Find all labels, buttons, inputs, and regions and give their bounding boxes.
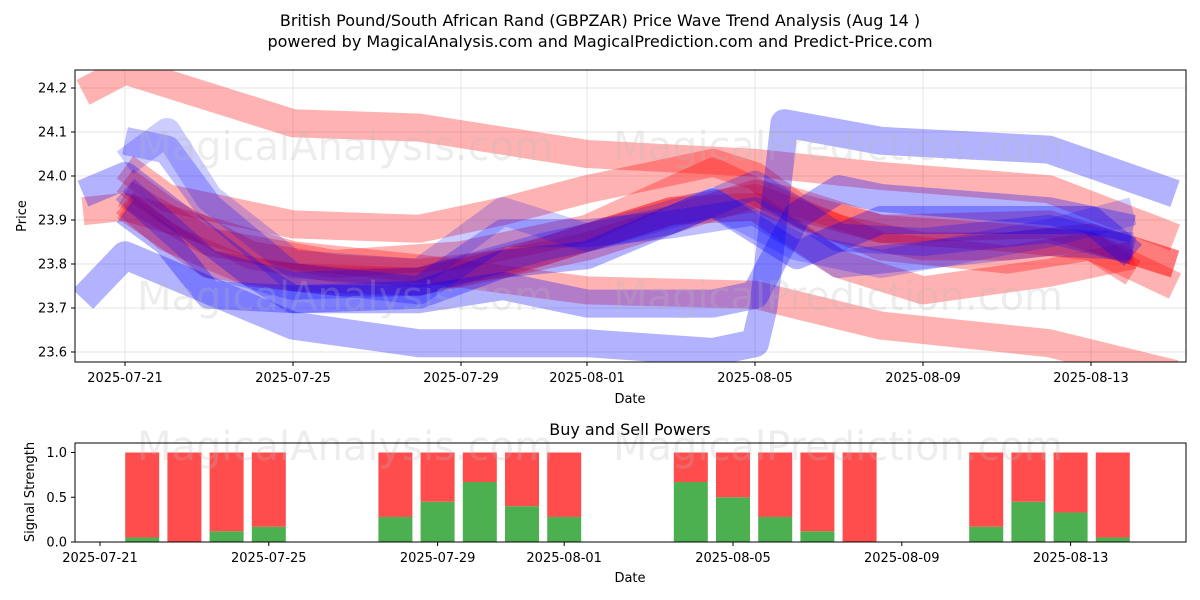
price-wave-series: [75, 70, 1181, 362]
buy-power-bar: [800, 531, 835, 542]
price-axes-frame: [74, 69, 1187, 363]
buy-sell-panel: Buy and Sell Powers MagicalAnalysis.com …: [23, 420, 1187, 586]
wave-band-red: [116, 169, 1180, 287]
sell-power-bar: [251, 452, 286, 527]
wave-band-blue: [116, 118, 1137, 287]
sell-power-bar: [547, 452, 582, 517]
watermark-4: MagicalPrediction.com: [613, 274, 1063, 320]
watermark-3: MagicalAnalysis.com: [137, 274, 553, 320]
wave-band-red: [118, 157, 1181, 299]
watermark-1: MagicalAnalysis.com: [137, 124, 553, 170]
price-x-axis-label: Date: [614, 392, 645, 407]
price-x-tick-label: 2025-08-09: [885, 371, 961, 386]
wave-band-red: [117, 192, 1136, 305]
buy-sell-y-ticks: 0.0 0.5 1.0: [46, 446, 75, 551]
sell-power-bar: [378, 452, 413, 517]
buy-power-bar: [969, 526, 1004, 542]
buy-power-bar: [125, 537, 160, 542]
buy-sell-axes-frame: [74, 442, 1187, 543]
price-y-tick-label: 23.9: [38, 214, 67, 229]
sell-power-bar: [462, 452, 497, 483]
watermark-6: MagicalPrediction.com: [613, 424, 1063, 470]
price-y-tick-label: 23.7: [38, 302, 67, 317]
buy-sell-x-tick-label: 2025-08-05: [695, 551, 771, 566]
buy-sell-y-tick-label: 1.0: [46, 446, 67, 461]
sell-power-bar: [167, 452, 202, 542]
buy-sell-x-tick-label: 2025-08-13: [1033, 551, 1109, 566]
buy-power-bar: [378, 516, 413, 542]
buy-sell-x-tick-label: 2025-07-21: [62, 551, 138, 566]
price-y-axis-label: Price: [15, 200, 30, 232]
buy-power-bar: [462, 482, 497, 542]
wave-band-blue: [115, 170, 1137, 300]
buy-sell-x-tick-label: 2025-08-01: [526, 551, 602, 566]
buy-sell-x-tick-label: 2025-07-29: [400, 551, 476, 566]
sell-power-bar: [505, 452, 539, 507]
price-x-ticks: 2025-07-21 2025-07-25 2025-07-29 2025-08-01…: [87, 362, 1129, 386]
buy-power-bar: [251, 526, 286, 542]
price-x-tick-label: 2025-07-29: [423, 371, 499, 386]
buy-power-bar: [758, 516, 793, 542]
buy-sell-title: Buy and Sell Powers: [549, 420, 711, 439]
buy-sell-x-axis-label: Date: [614, 571, 645, 586]
sell-power-bar: [209, 452, 244, 532]
sell-power-bar: [673, 452, 708, 483]
buy-power-bar: [1011, 501, 1046, 542]
buy-sell-y-tick-label: 0.5: [46, 491, 67, 506]
sell-power-bar: [800, 452, 835, 532]
price-x-tick-label: 2025-07-21: [87, 371, 163, 386]
wave-band-red: [116, 148, 1180, 278]
buy-power-bar: [547, 516, 582, 542]
price-y-tick-label: 23.6: [38, 346, 67, 361]
buy-power-bar: [1053, 512, 1088, 542]
price-y-ticks: 23.6 23.7 23.8 23.9 24.0 24.1 24.2: [38, 82, 75, 361]
wave-band-red: [116, 179, 1141, 296]
sell-power-bar: [842, 452, 877, 542]
watermark-2: MagicalPrediction.com: [613, 124, 1063, 170]
wave-band-blue: [75, 109, 1180, 362]
buy-sell-y-tick-label: 0.0: [46, 536, 67, 551]
price-y-tick-label: 24.1: [38, 126, 67, 141]
sell-power-bar: [1095, 452, 1130, 538]
price-wave-panel: MagicalAnalysis.com MagicalPrediction.co…: [15, 69, 1187, 407]
watermark-5: MagicalAnalysis.com: [137, 424, 553, 470]
buy-sell-y-axis-label: Signal Strength: [23, 442, 38, 542]
price-y-tick-label: 24.2: [38, 82, 67, 97]
price-x-tick-label: 2025-07-25: [255, 371, 331, 386]
buy-sell-x-ticks: 2025-07-21 2025-07-25 2025-07-29 2025-08-01…: [62, 542, 1108, 566]
buy-power-bar: [505, 506, 539, 542]
buy-power-bar: [209, 531, 244, 542]
sell-power-bar: [969, 452, 1004, 527]
sell-power-bar: [758, 452, 793, 517]
sell-power-bar: [716, 452, 750, 498]
sell-power-bar: [1011, 452, 1046, 502]
wave-band-red: [81, 192, 1179, 362]
buy-sell-bars: [125, 452, 1130, 542]
price-x-tick-label: 2025-08-05: [717, 371, 793, 386]
buy-power-bar: [1095, 537, 1130, 542]
buy-sell-x-tick-label: 2025-07-25: [231, 551, 307, 566]
price-x-tick-label: 2025-08-13: [1053, 371, 1129, 386]
price-y-tick-label: 23.8: [38, 258, 67, 273]
buy-power-bar: [673, 482, 708, 542]
price-y-tick-label: 24.0: [38, 170, 67, 185]
sell-power-bar: [125, 452, 160, 538]
wave-band-blue: [122, 127, 1134, 305]
price-x-tick-label: 2025-08-01: [549, 371, 625, 386]
chart-subtitle: powered by MagicalAnalysis.com and Magic…: [267, 32, 932, 51]
buy-power-bar: [716, 497, 750, 542]
buy-power-bar: [420, 501, 455, 542]
wave-band-red: [76, 70, 1181, 251]
sell-power-bar: [1053, 452, 1088, 513]
wave-band-blue: [116, 188, 1142, 314]
price-grid: [75, 70, 1186, 362]
wave-band-blue: [77, 162, 1136, 318]
chart-title: British Pound/South African Rand (GBPZAR…: [280, 11, 920, 30]
buy-sell-x-tick-label: 2025-08-09: [864, 551, 940, 566]
sell-power-bar: [420, 452, 455, 502]
